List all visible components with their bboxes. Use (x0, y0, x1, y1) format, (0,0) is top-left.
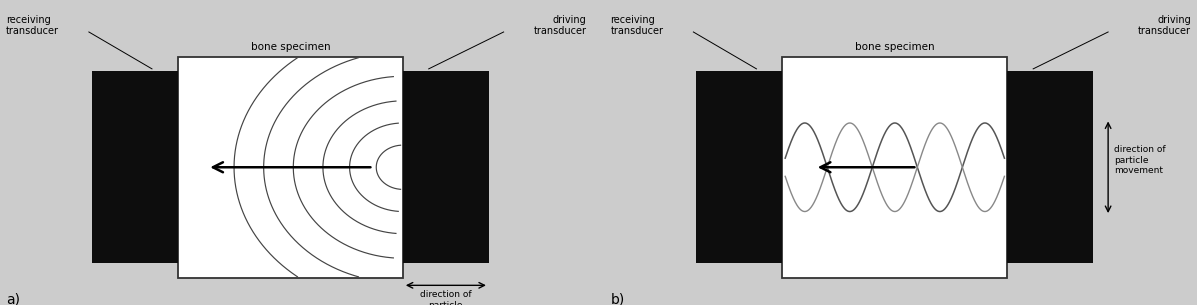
Bar (177, 56, 403, 278)
Bar (697, 71, 783, 263)
Text: a): a) (6, 293, 20, 305)
Text: direction of
particle
movement: direction of particle movement (420, 290, 472, 305)
Text: driving
transducer: driving transducer (1138, 15, 1191, 36)
Bar (403, 71, 488, 263)
Text: driving
transducer: driving transducer (534, 15, 587, 36)
Text: bone specimen: bone specimen (855, 42, 935, 52)
Text: direction of
particle
movement: direction of particle movement (1114, 145, 1166, 175)
Bar (783, 56, 1008, 278)
Text: receiving
transducer: receiving transducer (610, 15, 663, 36)
Text: b): b) (610, 293, 625, 305)
Text: bone specimen: bone specimen (250, 42, 330, 52)
Bar (92, 71, 177, 263)
Text: receiving
transducer: receiving transducer (6, 15, 59, 36)
Bar (1008, 71, 1093, 263)
